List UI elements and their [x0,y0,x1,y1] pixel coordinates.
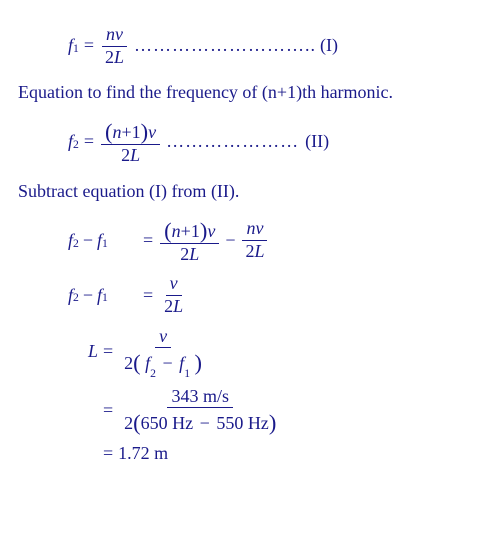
eq-tag: (II) [305,131,329,153]
fraction: (n+1)v 2L [101,117,160,167]
sub-1: 1 [73,42,79,56]
equation-4: f2 − f1 = v 2L [68,273,484,317]
equation-7: = 1.72 m [68,443,484,465]
derivation-block: f2 − f1 = (n+1)v 2L − nv 2L f2 − f1 = v … [68,216,484,465]
equation-1: f1 = nv 2L ………………………..(I) [68,24,484,68]
fraction: nv 2L [101,24,128,68]
eq-tag: (I) [320,35,338,57]
equals: = [84,35,94,57]
equation-5: L = v 2( f2 − f1 ) [68,326,484,378]
text-line-2: Subtract equation (I) from (II). [18,181,484,202]
equation-6: = 343 m/s 2(650 Hz − 550 Hz) [68,386,484,436]
text-line-1: Equation to find the frequency of (n+1)t… [18,82,484,103]
equation-3: f2 − f1 = (n+1)v 2L − nv 2L [68,216,484,266]
dots: ……………………….. [134,35,316,57]
equation-2: f2 = (n+1)v 2L ………………… (II) [68,117,484,167]
